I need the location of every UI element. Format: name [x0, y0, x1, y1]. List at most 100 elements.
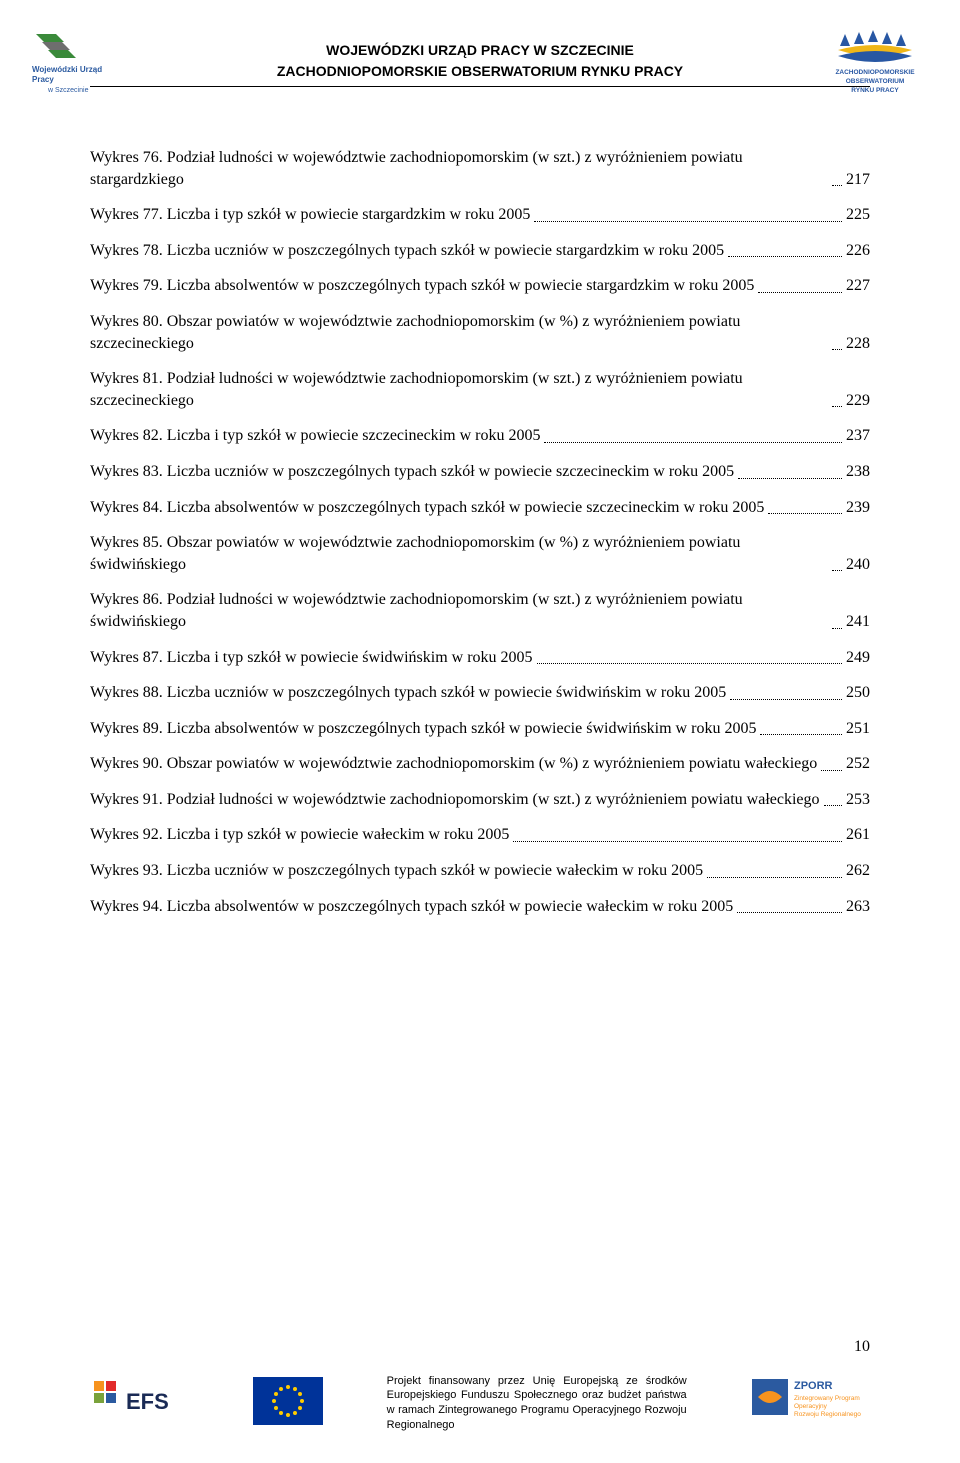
toc-entry-text: Wykres 78. Liczba uczniów w poszczególny… — [90, 240, 724, 262]
toc-leader — [760, 734, 842, 735]
toc-leader — [513, 841, 842, 842]
header-rule — [90, 86, 870, 87]
toc-entry-page: 263 — [846, 896, 870, 918]
toc-entry-text: Wykres 93. Liczba uczniów w poszczególny… — [90, 860, 703, 882]
page-number: 10 — [90, 1338, 870, 1356]
toc-entry-text: Wykres 87. Liczba i typ szkół w powiecie… — [90, 647, 533, 669]
header-line2: ZACHODNIOPOMORSKIE OBSERWATORIUM RYNKU P… — [90, 61, 870, 82]
document-page: Wojewódzki Urząd Pracy w Szczecinie WOJE… — [0, 0, 960, 1463]
toc-entry: Wykres 81. Podział ludności w województw… — [90, 368, 870, 411]
page-footer: 10 EFS — [90, 1338, 870, 1433]
toc-entry: Wykres 89. Liczba absolwentów w poszczeg… — [90, 718, 870, 740]
toc-entry: Wykres 77. Liczba i typ szkół w powiecie… — [90, 204, 870, 226]
toc-entry-text: Wykres 82. Liczba i typ szkół w powiecie… — [90, 425, 540, 447]
toc-entry: Wykres 84. Liczba absolwentów w poszczeg… — [90, 497, 870, 519]
toc-entry-page: 228 — [846, 333, 870, 355]
toc-leader — [707, 877, 842, 878]
svg-text:Wojewódzki Urząd: Wojewódzki Urząd — [32, 65, 102, 74]
toc-entry-text: Wykres 89. Liczba absolwentów w poszczeg… — [90, 718, 756, 740]
toc-entry-text: Wykres 80. Obszar powiatów w województwi… — [90, 311, 828, 354]
svg-text:OBSERWATORIUM: OBSERWATORIUM — [846, 78, 905, 85]
toc-entry: Wykres 82. Liczba i typ szkół w powiecie… — [90, 425, 870, 447]
toc-entry-page: 251 — [846, 718, 870, 740]
toc-entry-page: 253 — [846, 789, 870, 811]
toc-leader — [821, 770, 842, 771]
efs-logo: EFS — [90, 1377, 190, 1430]
toc-entry: Wykres 76. Podział ludności w województw… — [90, 147, 870, 190]
toc-entry-page: 217 — [846, 169, 870, 191]
toc-entry: Wykres 94. Liczba absolwentów w poszczeg… — [90, 896, 870, 918]
toc-entry: Wykres 88. Liczba uczniów w poszczególny… — [90, 682, 870, 704]
svg-text:EFS: EFS — [126, 1389, 169, 1414]
toc-entry-page: 250 — [846, 682, 870, 704]
toc-entry-text: Wykres 83. Liczba uczniów w poszczególny… — [90, 461, 734, 483]
table-of-contents: Wykres 76. Podział ludności w województw… — [90, 147, 870, 917]
toc-entry-text: Wykres 81. Podział ludności w województw… — [90, 368, 828, 411]
toc-leader — [832, 628, 842, 629]
toc-entry: Wykres 85. Obszar powiatów w województwi… — [90, 532, 870, 575]
toc-leader — [824, 805, 842, 806]
toc-leader — [537, 663, 842, 664]
toc-entry-page: 261 — [846, 824, 870, 846]
toc-entry-page: 240 — [846, 554, 870, 576]
toc-entry-text: Wykres 85. Obszar powiatów w województwi… — [90, 532, 828, 575]
toc-entry-text: Wykres 88. Liczba uczniów w poszczególny… — [90, 682, 726, 704]
toc-entry: Wykres 87. Liczba i typ szkół w powiecie… — [90, 647, 870, 669]
toc-entry-text: Wykres 94. Liczba absolwentów w poszczeg… — [90, 896, 733, 918]
toc-leader — [832, 185, 842, 186]
toc-entry-text: Wykres 77. Liczba i typ szkół w powiecie… — [90, 204, 530, 226]
toc-entry-page: 241 — [846, 611, 870, 633]
svg-text:w Szczecinie: w Szczecinie — [47, 87, 89, 94]
toc-entry: Wykres 86. Podział ludności w województw… — [90, 589, 870, 632]
toc-entry: Wykres 91. Podział ludności w województw… — [90, 789, 870, 811]
toc-entry: Wykres 92. Liczba i typ szkół w powiecie… — [90, 824, 870, 846]
toc-leader — [730, 699, 842, 700]
toc-leader — [544, 442, 842, 443]
footer-text: Projekt finansowany przez Unię Europejsk… — [387, 1374, 687, 1433]
toc-entry-page: 229 — [846, 390, 870, 412]
toc-leader — [832, 406, 842, 407]
toc-entry-text: Wykres 79. Liczba absolwentów w poszczeg… — [90, 275, 754, 297]
toc-entry: Wykres 80. Obszar powiatów w województwi… — [90, 311, 870, 354]
toc-entry-page: 225 — [846, 204, 870, 226]
header-line1: WOJEWÓDZKI URZĄD PRACY W SZCZECINIE — [90, 40, 870, 61]
toc-leader — [534, 221, 842, 222]
toc-leader — [758, 292, 842, 293]
toc-leader — [737, 912, 842, 913]
toc-entry-page: 227 — [846, 275, 870, 297]
toc-entry: Wykres 83. Liczba uczniów w poszczególny… — [90, 461, 870, 483]
footer-row: EFS Projekt finansowany przez Unię — [90, 1374, 870, 1433]
svg-text:Rozwoju Regionalnego: Rozwoju Regionalnego — [794, 1411, 861, 1418]
toc-entry: Wykres 90. Obszar powiatów w województwi… — [90, 753, 870, 775]
toc-entry-page: 252 — [846, 753, 870, 775]
svg-text:Zintegrowany Program: Zintegrowany Program — [794, 1395, 860, 1402]
toc-entry: Wykres 93. Liczba uczniów w poszczególny… — [90, 860, 870, 882]
toc-leader — [728, 256, 842, 257]
toc-entry-text: Wykres 84. Liczba absolwentów w poszczeg… — [90, 497, 764, 519]
toc-entry: Wykres 79. Liczba absolwentów w poszczeg… — [90, 275, 870, 297]
toc-entry-page: 262 — [846, 860, 870, 882]
toc-leader — [738, 478, 842, 479]
zporr-logo: ZPORR Zintegrowany Program Operacyjny Ro… — [750, 1375, 870, 1432]
toc-entry-page: 226 — [846, 240, 870, 262]
svg-text:Operacyjny: Operacyjny — [794, 1403, 828, 1410]
toc-leader — [832, 570, 842, 571]
toc-leader — [768, 513, 842, 514]
toc-entry-page: 237 — [846, 425, 870, 447]
eu-flag-icon — [253, 1377, 323, 1430]
toc-entry-text: Wykres 76. Podział ludności w województw… — [90, 147, 828, 190]
toc-entry-page: 249 — [846, 647, 870, 669]
page-header: Wojewódzki Urząd Pracy w Szczecinie WOJE… — [90, 40, 870, 87]
wup-logo: Wojewódzki Urząd Pracy w Szczecinie — [30, 28, 140, 98]
svg-text:ZPORR: ZPORR — [794, 1380, 833, 1392]
obs-logo: ZACHODNIOPOMORSKIE OBSERWATORIUM RYNKU P… — [820, 26, 930, 106]
svg-text:ZACHODNIOPOMORSKIE: ZACHODNIOPOMORSKIE — [835, 69, 915, 76]
toc-entry-page: 239 — [846, 497, 870, 519]
toc-entry: Wykres 78. Liczba uczniów w poszczególny… — [90, 240, 870, 262]
header-titles: WOJEWÓDZKI URZĄD PRACY W SZCZECINIE ZACH… — [90, 40, 870, 82]
toc-entry-text: Wykres 91. Podział ludności w województw… — [90, 789, 820, 811]
toc-entry-page: 238 — [846, 461, 870, 483]
toc-leader — [832, 349, 842, 350]
toc-entry-text: Wykres 90. Obszar powiatów w województwi… — [90, 753, 817, 775]
svg-text:Pracy: Pracy — [32, 75, 54, 84]
